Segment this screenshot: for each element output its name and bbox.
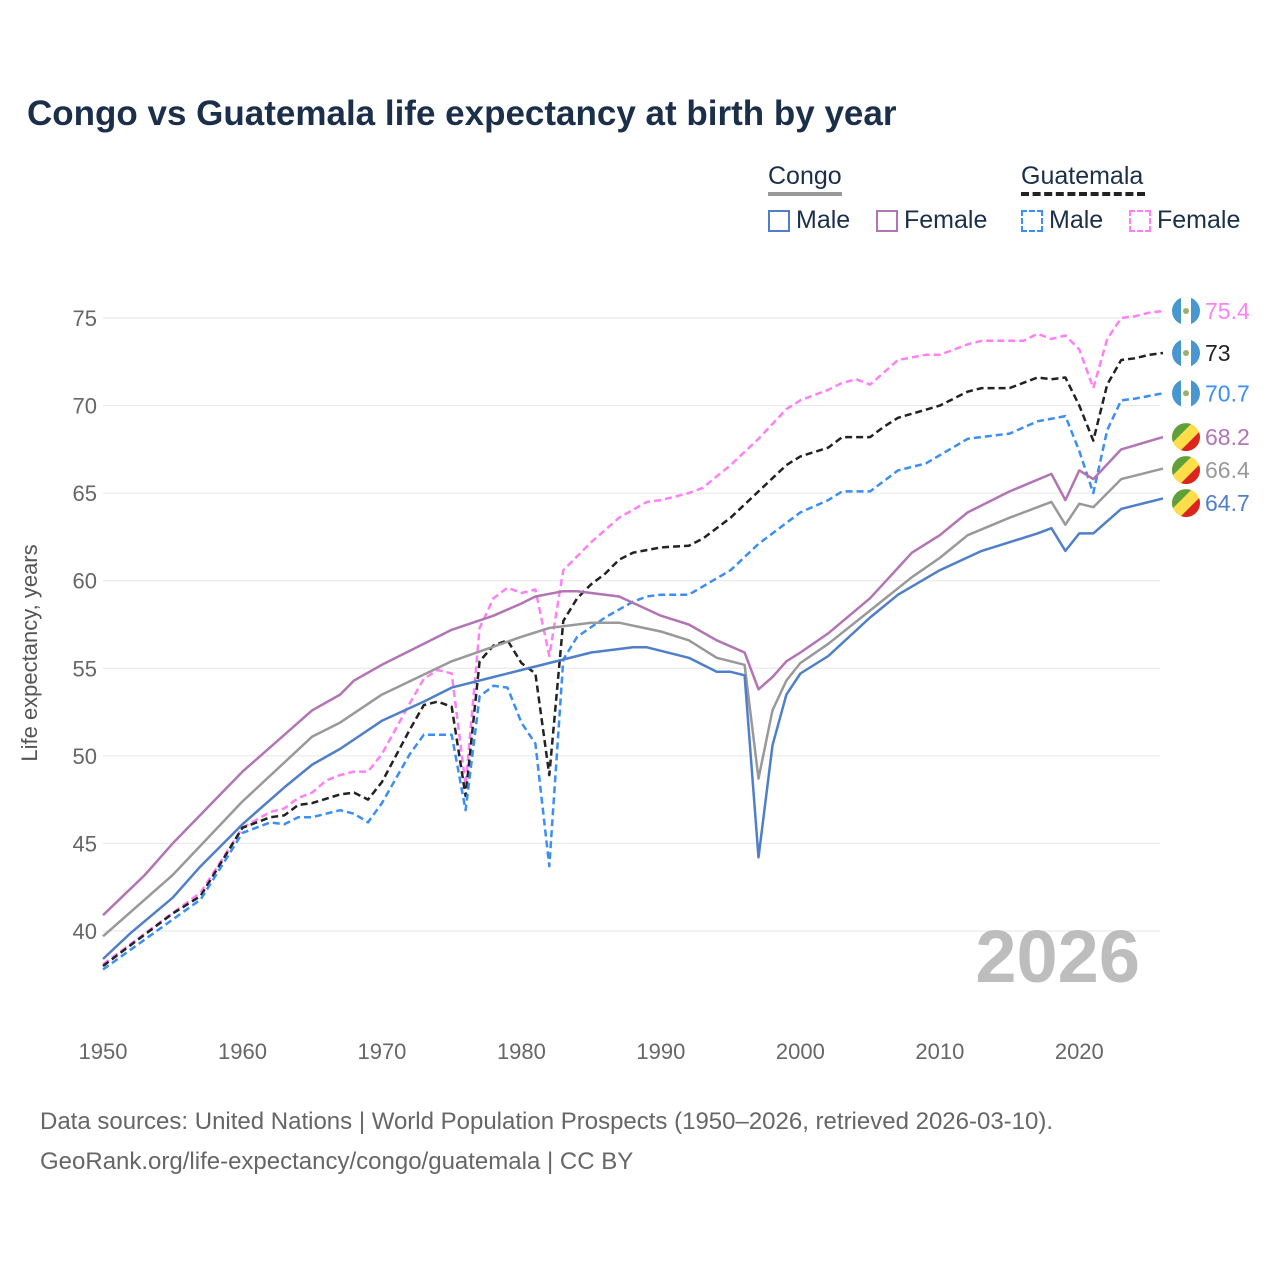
x-tick-label: 1960 bbox=[218, 1039, 267, 1064]
flag-icon-congo bbox=[1172, 423, 1200, 452]
legend-congo-male[interactable]: Male bbox=[768, 206, 850, 235]
legend-guatemala-female[interactable]: Female bbox=[1129, 206, 1240, 235]
legend-congo-female[interactable]: Female bbox=[876, 206, 987, 235]
series-line-cg-total bbox=[102, 467, 1164, 938]
legend-guatemala-line bbox=[1021, 192, 1145, 196]
legend-guatemala-male[interactable]: Male bbox=[1021, 206, 1103, 235]
legend-congo-line bbox=[768, 192, 842, 196]
legend-label: Male bbox=[796, 206, 851, 234]
footer-sources: Data sources: United Nations | World Pop… bbox=[40, 1108, 1054, 1135]
x-tick-label: 2010 bbox=[915, 1039, 964, 1064]
legend-swatch bbox=[876, 209, 898, 232]
series-line-cg-female bbox=[102, 435, 1164, 917]
x-tick-label: 1970 bbox=[357, 1039, 406, 1064]
x-tick-label: 1990 bbox=[636, 1039, 685, 1064]
flag-icon-guatemala bbox=[1172, 339, 1200, 368]
series-line-cg-male bbox=[102, 497, 1164, 960]
flag-icon-congo bbox=[1172, 489, 1200, 518]
end-value-label: 68.2 bbox=[1205, 424, 1250, 450]
y-tick-label: 55 bbox=[73, 656, 97, 681]
end-value-label: 73 bbox=[1205, 340, 1231, 366]
y-tick-label: 75 bbox=[73, 306, 97, 331]
end-value-label: 70.7 bbox=[1205, 380, 1250, 406]
end-value-label: 64.7 bbox=[1205, 490, 1250, 516]
x-tick-label: 2020 bbox=[1055, 1039, 1104, 1064]
y-tick-label: 40 bbox=[73, 919, 97, 944]
current-year-watermark: 2026 bbox=[975, 915, 1140, 998]
end-value-label: 75.4 bbox=[1205, 298, 1250, 324]
legend-label: Female bbox=[1157, 206, 1241, 234]
x-tick-label: 1980 bbox=[497, 1039, 546, 1064]
flag-icon-congo bbox=[1172, 456, 1200, 485]
y-tick-label: 50 bbox=[73, 744, 97, 769]
legend-swatch bbox=[1021, 209, 1043, 232]
legend-label: Male bbox=[1049, 206, 1104, 234]
legend-swatch bbox=[1129, 209, 1151, 232]
x-tick-label: 2000 bbox=[776, 1039, 825, 1064]
chart-title: Congo vs Guatemala life expectancy at bi… bbox=[27, 94, 897, 133]
y-tick-label: 70 bbox=[73, 394, 97, 419]
legend-group-guatemala: Guatemala bbox=[1021, 162, 1144, 190]
footer-link[interactable]: GeoRank.org/life-expectancy/congo/guatem… bbox=[40, 1148, 634, 1175]
y-tick-label: 65 bbox=[73, 481, 97, 506]
flag-icon-guatemala bbox=[1172, 379, 1200, 408]
y-tick-label: 60 bbox=[73, 569, 97, 594]
series-line-gt-total bbox=[102, 351, 1164, 967]
legend-group-congo: Congo bbox=[768, 162, 842, 190]
end-value-label: 66.4 bbox=[1205, 457, 1250, 483]
flag-icon-guatemala bbox=[1172, 296, 1200, 325]
series-line-gt-male bbox=[102, 392, 1164, 971]
x-tick-label: 1950 bbox=[79, 1039, 128, 1064]
series-line-gt-female bbox=[102, 309, 1164, 966]
legend-swatch bbox=[768, 209, 790, 232]
y-tick-label: 45 bbox=[73, 831, 97, 856]
legend-label: Female bbox=[904, 206, 988, 234]
